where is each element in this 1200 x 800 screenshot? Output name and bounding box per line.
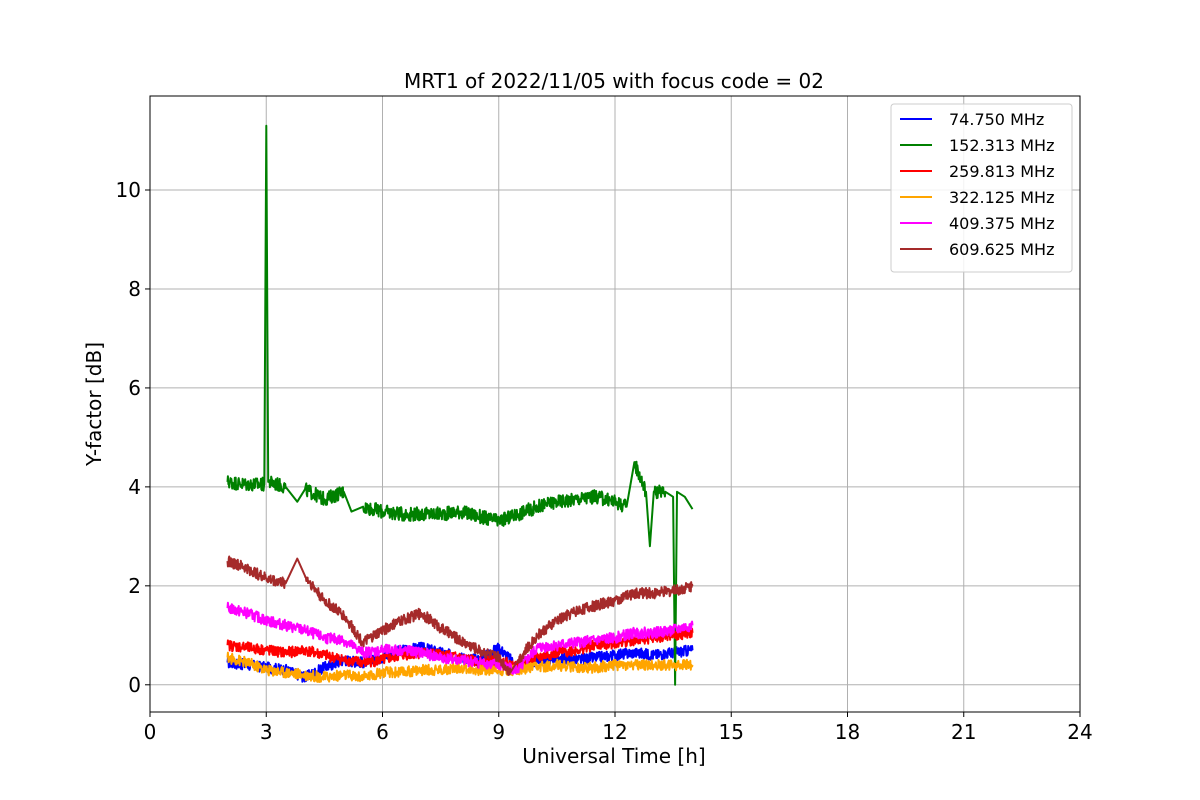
x-tick-label: 0 <box>144 720 157 744</box>
legend-label: 259.813 MHz <box>949 162 1054 181</box>
x-tick-label: 6 <box>376 720 389 744</box>
x-tick-label: 15 <box>719 720 744 744</box>
legend: 74.750 MHz 152.313 MHz 259.813 MHz 322.125 … <box>890 103 1073 273</box>
x-tick-label: 9 <box>492 720 505 744</box>
legend-box <box>890 103 1073 273</box>
legend-label: 322.125 MHz <box>949 188 1054 207</box>
legend-label: 409.375 MHz <box>949 214 1054 233</box>
chart-title: MRT1 of 2022/11/05 with focus code = 02 <box>404 69 824 93</box>
series-line-4 <box>226 651 694 683</box>
y-tick-label: 0 <box>128 673 141 697</box>
legend-label: 152.313 MHz <box>949 136 1054 155</box>
x-tick-label: 24 <box>1067 720 1092 744</box>
x-tick-label: 21 <box>951 720 976 744</box>
y-tick-label: 10 <box>116 178 141 202</box>
series-layer <box>226 124 694 686</box>
series-line-3 <box>226 627 694 674</box>
legend-label: 74.750 MHz <box>949 110 1044 129</box>
x-tick-label: 12 <box>602 720 627 744</box>
series-line-5 <box>226 601 694 675</box>
y-tick-label: 4 <box>128 475 141 499</box>
series-line-6 <box>226 555 694 676</box>
y-axis-title: Y-factor [dB] <box>82 342 106 467</box>
y-tick-label: 6 <box>128 376 141 400</box>
x-tick-label: 3 <box>260 720 273 744</box>
y-tick-label: 8 <box>128 277 141 301</box>
x-tick-label: 18 <box>835 720 860 744</box>
x-axis-title: Universal Time [h] <box>522 744 705 768</box>
series-line-2 <box>226 124 694 686</box>
y-tick-label: 2 <box>128 574 141 598</box>
legend-label: 609.625 MHz <box>949 240 1054 259</box>
